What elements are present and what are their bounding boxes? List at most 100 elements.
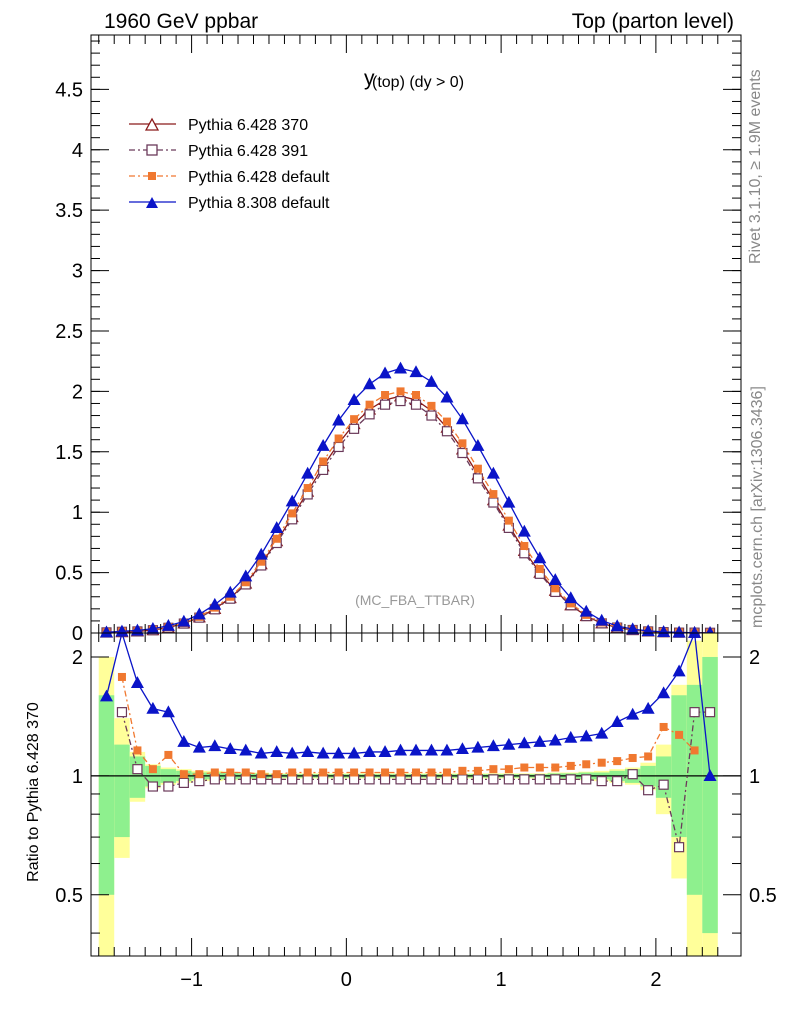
data-point-s3-6 [192, 607, 206, 620]
ratio-point-s0-29 [550, 774, 561, 785]
data-point-s1-24 [472, 473, 484, 484]
legend-marker-square-open [146, 144, 158, 156]
ratio-point-s1-5 [179, 770, 188, 779]
ratio-y-tick-label: 1 [72, 766, 83, 788]
data-point-s2-27 [520, 542, 529, 551]
ratio-point-s1-21 [427, 768, 436, 777]
data-point-s2-22 [442, 417, 451, 426]
data-point-s2-16 [350, 415, 359, 424]
data-point-s3-7 [208, 597, 222, 610]
data-point-s3-30 [564, 591, 578, 604]
ratio-point-s0-27 [519, 774, 530, 785]
ratio-point-s2-20 [409, 743, 423, 756]
data-point-s3-4 [161, 619, 175, 631]
data-point-s1-17 [364, 409, 375, 420]
ratio-point-s1-11 [272, 770, 281, 779]
data-point-s2-26 [504, 516, 513, 525]
y-tick-label: 1 [72, 502, 83, 524]
data-point-s3-31 [579, 604, 593, 617]
data-point-s1-23 [457, 447, 468, 459]
y-tick-label: 0 [72, 623, 83, 645]
y-tick-label: 3 [72, 261, 83, 283]
data-point-s3-14 [316, 439, 330, 451]
ratio-point-s1-16 [350, 768, 359, 777]
ratio-marks [91, 630, 741, 956]
ratio-panel: 0.5 0.5 1 1 2 2 −1 0 1 2 Ratio to Pythia 6.428 37… [25, 630, 777, 991]
data-point-s3-8 [223, 585, 237, 598]
data-point-s2-23 [458, 439, 467, 448]
ratio-point-s2-13 [301, 745, 315, 758]
ratio-point-s2-7 [208, 739, 222, 752]
legend-marker-triangle-open [144, 117, 160, 131]
band-green [702, 656, 718, 934]
data-point-s3-16 [347, 393, 361, 405]
data-point-s2-19 [396, 387, 405, 396]
ratio-point-s2-27 [517, 736, 531, 749]
band-green [655, 756, 672, 798]
ratio-point-s0-39 [704, 707, 716, 718]
legend-label-p370: Pythia 6.428 370 [188, 117, 308, 134]
data-point-s2-24 [473, 464, 482, 473]
y-tick-label: 4 [72, 140, 83, 162]
legend-marker-triangle-filled [146, 197, 158, 208]
data-point-s3-11 [270, 521, 284, 533]
data-point-s3-22 [440, 390, 454, 403]
y-tick-label: 2.5 [55, 321, 83, 343]
ratio-point-s1-22 [442, 768, 451, 777]
ratio-point-s2-17 [363, 745, 377, 758]
data-point-s3-27 [517, 524, 531, 537]
data-point-s2-12 [288, 509, 297, 518]
legend-label-p6default: Pythia 6.428 default [188, 169, 330, 186]
ratio-line-2 [105, 630, 711, 776]
band-green [114, 744, 130, 838]
data-point-s2-15 [334, 434, 343, 443]
ratio-point-s1-2 [133, 746, 142, 755]
band-green [129, 756, 146, 798]
ratio-point-s1-27 [520, 763, 529, 772]
data-point-s3-20 [409, 365, 423, 378]
band-green [686, 684, 703, 895]
data-point-s2-21 [427, 401, 436, 410]
y-tick-label: 1.5 [55, 442, 83, 464]
data-point-s3-17 [363, 377, 377, 390]
header-right: Top (parton level) [572, 10, 734, 33]
ratio-point-s2-4 [161, 705, 175, 718]
data-point-s2-20 [412, 391, 420, 400]
data-point-s2-13 [303, 484, 312, 493]
ratio-point-s2-16 [347, 746, 361, 759]
ratio-y-tick-label-right: 1 [749, 766, 760, 788]
data-point-s3-18 [378, 366, 392, 379]
watermark: (MC_FBA_TTBAR) [355, 592, 475, 608]
ratio-point-s1-10 [257, 770, 266, 779]
data-point-s2-30 [566, 599, 575, 608]
mcplots-label: mcplots.cern.ch [arXiv:1306.3436] [749, 386, 766, 628]
legend-item-p6default: Pythia 6.428 default [129, 169, 330, 186]
ratio-point-s0-3 [147, 781, 159, 792]
ratio-point-s1-20 [412, 768, 420, 777]
ratio-point-s2-21 [424, 743, 438, 756]
data-point-s3-23 [455, 412, 469, 425]
ratio-ylabel: Ratio to Pythia 6.428 370 [25, 702, 42, 882]
ratio-point-s2-35 [641, 701, 655, 714]
ratio-ticks: 0.5 0.5 1 1 2 2 −1 0 1 2 [55, 633, 777, 991]
data-point-s3-5 [177, 614, 191, 627]
ratio-point-s1-36 [659, 722, 668, 731]
ratio-point-s2-2 [130, 676, 144, 688]
data-point-s2-28 [535, 564, 544, 573]
data-point-s2-11 [272, 534, 281, 543]
main-panel: 0 0.5 1 1.5 2 2.5 3 3.5 4 4.5 y (top) (dy > 0) (M… [55, 34, 742, 645]
data-point-s3-25 [486, 466, 500, 479]
band-green [98, 695, 115, 895]
ratio-point-s2-34 [626, 707, 640, 720]
data-point-s2-29 [551, 584, 560, 593]
x-tick-label: 1 [496, 969, 507, 991]
data-point-s1-19 [395, 395, 406, 407]
ratio-point-s2-32 [595, 726, 609, 739]
legend-item-p370: Pythia 6.428 370 [129, 117, 308, 134]
ratio-point-s2-12 [285, 746, 299, 759]
plot-title-rest: (top) (dy > 0) [372, 74, 464, 91]
ratio-point-s1-8 [226, 768, 235, 777]
ratio-point-s0-31 [581, 774, 592, 785]
data-point-s3-28 [533, 551, 547, 564]
